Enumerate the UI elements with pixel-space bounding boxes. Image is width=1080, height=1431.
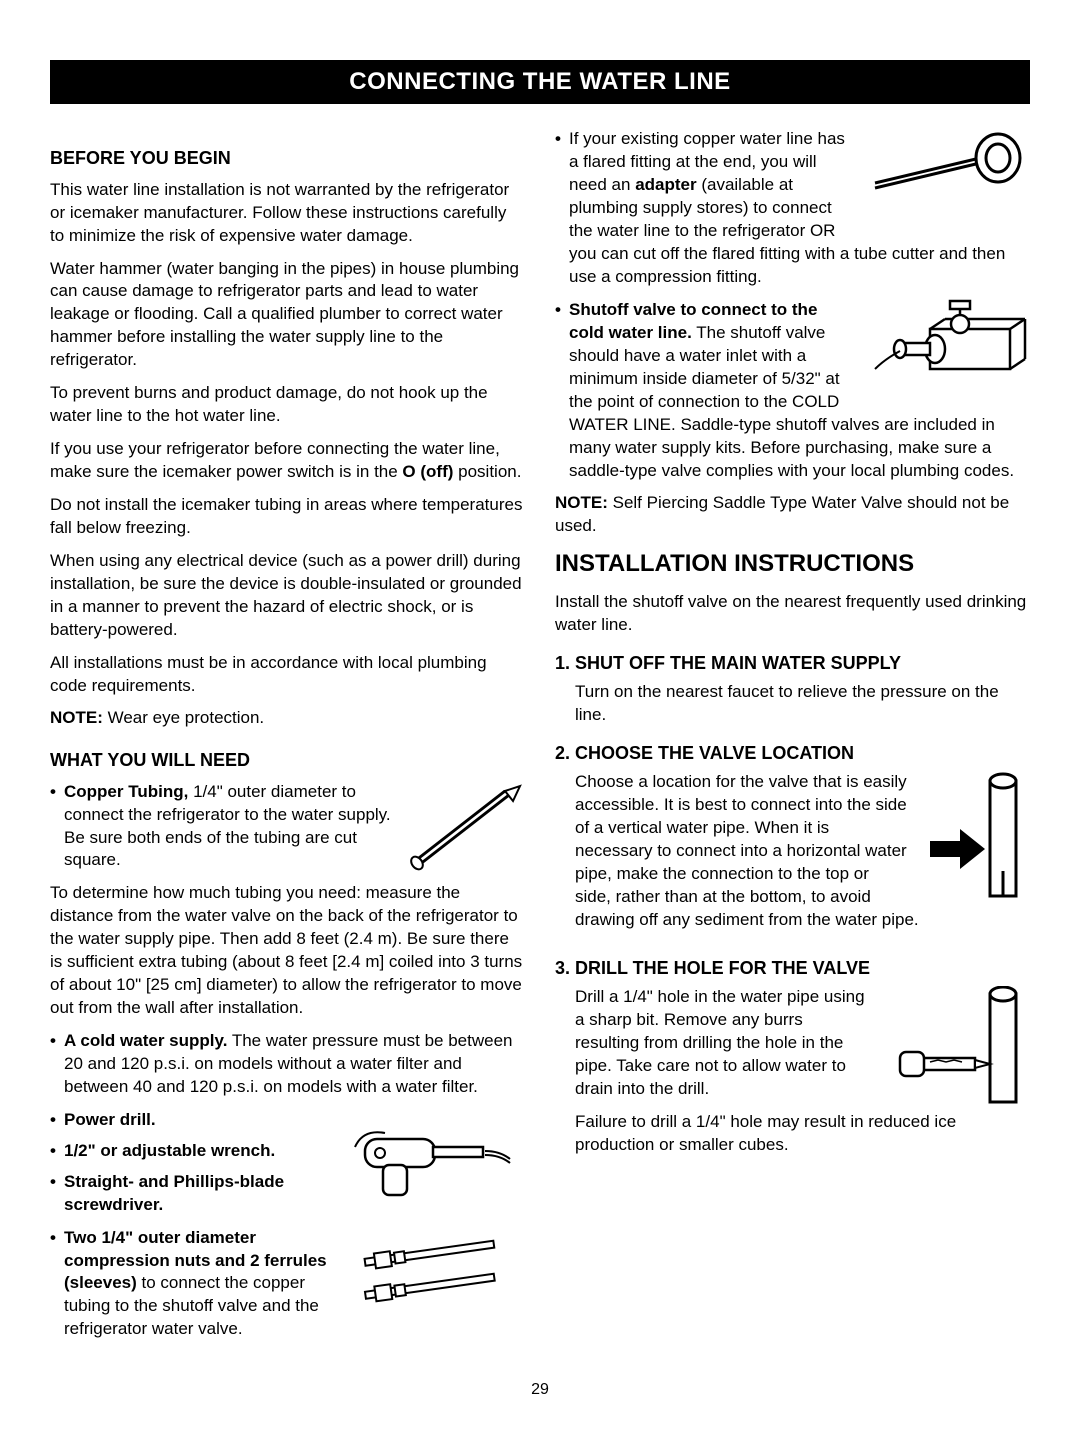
- step-1-heading: 1. SHUT OFF THE MAIN WATER SUPPLY: [555, 651, 1030, 675]
- paragraph: This water line installation is not warr…: [50, 179, 525, 248]
- note-label: NOTE:: [50, 708, 103, 727]
- list-item: If your existing copper water line has a…: [555, 128, 1030, 289]
- list-item: Power drill.: [50, 1109, 525, 1132]
- bold-text: Straight- and Phillips-blade screwdriver…: [64, 1172, 284, 1214]
- what-you-need-heading: WHAT YOU WILL NEED: [50, 748, 525, 772]
- bold-text: A cold water supply.: [64, 1031, 227, 1050]
- list-item: A cold water supply. The water pressure …: [50, 1030, 525, 1099]
- note: NOTE: Self Piercing Saddle Type Water Va…: [555, 492, 1030, 538]
- right-list-2: Shutoff valve to connect to the cold wat…: [555, 299, 1030, 483]
- step-body: Failure to drill a 1/4" hole may result …: [575, 1111, 1030, 1157]
- bold-text: adapter: [635, 175, 696, 194]
- text: The shutoff valve should have a water in…: [569, 323, 1014, 480]
- step-2-heading: 2. CHOOSE THE VALVE LOCATION: [555, 741, 1030, 765]
- paragraph: Install the shutoff valve on the nearest…: [555, 591, 1030, 637]
- list-item: Copper Tubing, 1/4" outer diameter to co…: [50, 781, 525, 873]
- list-item: 1/2" or adjustable wrench.: [50, 1140, 525, 1163]
- note-text: Wear eye protection.: [103, 708, 264, 727]
- bold-text: 1/2" or adjustable wrench.: [64, 1141, 275, 1160]
- list-item: Two 1/4" outer diameter compression nuts…: [50, 1227, 525, 1342]
- left-column: BEFORE YOU BEGIN This water line install…: [50, 128, 525, 1351]
- bold-text: Power drill.: [64, 1110, 156, 1129]
- drill-pipe-illustration: [880, 986, 1030, 1106]
- content-columns: BEFORE YOU BEGIN This water line install…: [50, 128, 1030, 1351]
- needs-list: Copper Tubing, 1/4" outer diameter to co…: [50, 781, 525, 873]
- paragraph: If you use your refrigerator before conn…: [50, 438, 525, 484]
- installation-heading: INSTALLATION INSTRUCTIONS: [555, 548, 1030, 580]
- paragraph: All installations must be in accordance …: [50, 652, 525, 698]
- right-list-1: If your existing copper water line has a…: [555, 128, 1030, 289]
- step-3-heading: 3. DRILL THE HOLE FOR THE VALVE: [555, 956, 1030, 980]
- right-column: If your existing copper water line has a…: [555, 128, 1030, 1351]
- note-label: NOTE:: [555, 493, 608, 512]
- page-number: 29: [50, 1379, 1030, 1401]
- list-item: Straight- and Phillips-blade screwdriver…: [50, 1171, 525, 1217]
- paragraph: To prevent burns and product damage, do …: [50, 382, 525, 428]
- bold-text: O (off): [402, 462, 453, 481]
- step-body: Turn on the nearest faucet to relieve th…: [575, 681, 1030, 727]
- page-banner: CONNECTING THE WATER LINE: [50, 60, 1030, 104]
- pipe-arrow-illustration: [920, 771, 1030, 901]
- note: NOTE: Wear eye protection.: [50, 707, 525, 730]
- needs-list-2: A cold water supply. The water pressure …: [50, 1030, 525, 1099]
- text: position.: [453, 462, 521, 481]
- paragraph: When using any electrical device (such a…: [50, 550, 525, 642]
- paragraph: Water hammer (water banging in the pipes…: [50, 258, 525, 373]
- note-text: Self Piercing Saddle Type Water Valve sh…: [555, 493, 1009, 535]
- bold-text: Copper Tubing,: [64, 782, 188, 801]
- before-you-begin-heading: BEFORE YOU BEGIN: [50, 146, 525, 170]
- needs-list-4: Two 1/4" outer diameter compression nuts…: [50, 1227, 525, 1342]
- paragraph: Do not install the icemaker tubing in ar…: [50, 494, 525, 540]
- paragraph: To determine how much tubing you need: m…: [50, 882, 525, 1020]
- list-item: Shutoff valve to connect to the cold wat…: [555, 299, 1030, 483]
